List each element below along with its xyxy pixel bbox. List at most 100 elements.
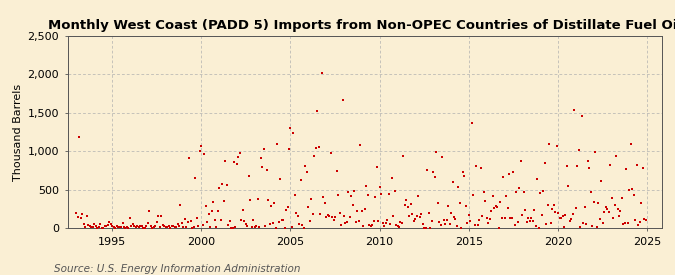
Point: [636, 201, 647, 205]
Point: [385, 222, 396, 226]
Point: [205, 225, 215, 230]
Point: [581, 222, 592, 226]
Point: [264, 222, 275, 226]
Point: [477, 213, 487, 218]
Point: [414, 215, 425, 219]
Point: [578, 221, 589, 226]
Point: [273, 220, 284, 224]
Point: [566, 217, 577, 222]
Point: [104, 220, 115, 225]
Point: [590, 149, 601, 154]
Point: [483, 220, 493, 225]
Point: [637, 166, 648, 170]
Point: [144, 209, 155, 214]
Point: [361, 184, 372, 189]
Point: [140, 226, 151, 230]
Point: [120, 226, 131, 230]
Point: [412, 214, 423, 218]
Point: [209, 218, 220, 222]
Point: [413, 194, 424, 199]
Point: [556, 216, 566, 220]
Point: [90, 224, 101, 229]
Point: [317, 71, 327, 76]
Point: [292, 214, 303, 219]
Point: [486, 208, 497, 213]
Point: [196, 144, 207, 148]
Point: [207, 209, 217, 214]
Point: [591, 224, 602, 229]
Point: [194, 149, 205, 153]
Point: [233, 155, 244, 160]
Point: [557, 213, 568, 218]
Point: [574, 148, 585, 152]
Point: [432, 201, 443, 206]
Point: [134, 224, 144, 229]
Point: [466, 121, 477, 125]
Point: [186, 218, 196, 223]
Point: [356, 209, 367, 213]
Point: [138, 226, 148, 230]
Point: [217, 182, 227, 186]
Point: [365, 223, 376, 228]
Point: [107, 224, 117, 228]
Point: [321, 215, 331, 219]
Point: [391, 222, 402, 227]
Point: [180, 217, 190, 221]
Point: [554, 216, 565, 221]
Point: [249, 225, 260, 230]
Point: [329, 215, 340, 219]
Point: [429, 175, 440, 179]
Point: [354, 219, 364, 223]
Point: [181, 225, 192, 229]
Point: [322, 213, 333, 217]
Point: [229, 160, 240, 164]
Point: [465, 219, 476, 223]
Point: [570, 206, 581, 210]
Point: [275, 177, 286, 181]
Point: [381, 218, 392, 222]
Point: [221, 183, 232, 187]
Point: [269, 201, 279, 205]
Point: [300, 164, 310, 169]
Point: [621, 167, 632, 171]
Point: [520, 208, 531, 212]
Point: [593, 200, 603, 205]
Point: [599, 210, 610, 214]
Point: [453, 184, 464, 189]
Point: [251, 224, 262, 229]
Point: [197, 223, 208, 227]
Point: [334, 211, 345, 216]
Point: [105, 222, 116, 227]
Point: [394, 225, 404, 229]
Point: [460, 204, 471, 208]
Point: [358, 223, 369, 228]
Point: [456, 226, 467, 230]
Point: [119, 224, 130, 229]
Point: [626, 142, 637, 146]
Point: [447, 180, 458, 185]
Point: [214, 186, 225, 191]
Point: [624, 188, 634, 192]
Point: [128, 222, 138, 226]
Point: [452, 224, 462, 229]
Point: [379, 223, 389, 228]
Point: [364, 222, 375, 227]
Point: [117, 221, 128, 225]
Point: [458, 170, 468, 174]
Point: [547, 207, 558, 211]
Point: [147, 226, 158, 230]
Point: [386, 175, 397, 180]
Point: [435, 223, 446, 228]
Point: [276, 218, 287, 222]
Point: [407, 212, 418, 216]
Point: [267, 221, 278, 226]
Point: [290, 193, 300, 197]
Point: [568, 212, 578, 216]
Point: [108, 225, 119, 230]
Point: [272, 142, 283, 146]
Point: [401, 198, 412, 202]
Point: [630, 218, 641, 222]
Point: [313, 145, 324, 149]
Point: [284, 147, 294, 151]
Point: [468, 192, 479, 197]
